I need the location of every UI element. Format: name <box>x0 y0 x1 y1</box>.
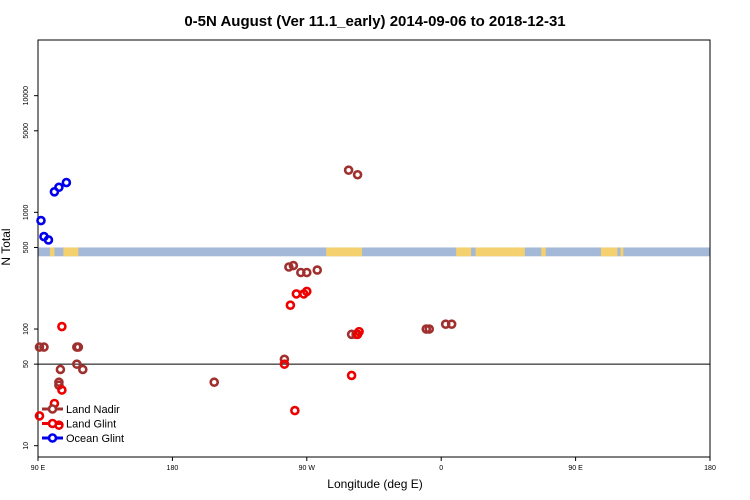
land-segment <box>49 247 55 257</box>
y-tick-label: 1000 <box>23 204 30 220</box>
data-point <box>72 342 82 352</box>
x-axis-label: Longitude (deg E) <box>327 477 422 491</box>
data-point <box>54 182 64 193</box>
data-point <box>34 411 45 421</box>
ocean-band <box>38 247 710 257</box>
y-tick-label: 5000 <box>23 123 30 139</box>
data-point <box>78 364 88 375</box>
data-point <box>343 165 354 175</box>
land-segment <box>475 247 525 257</box>
land-segment <box>541 247 546 257</box>
legend: Land Nadir Land Glint Ocean Glint <box>42 404 124 445</box>
data-point <box>57 385 67 395</box>
x-tick-label: 180 <box>167 465 179 472</box>
data-point <box>209 377 220 388</box>
data-point <box>54 377 64 388</box>
land-segment <box>620 247 624 257</box>
legend-label: Land Glint <box>66 419 116 431</box>
land-segment <box>600 247 618 257</box>
y-tick-label: 10 <box>23 442 30 450</box>
legend-marker <box>47 433 58 443</box>
data-point <box>279 354 290 365</box>
x-axis: 90 E 180 90 W 0 90 E 180 <box>31 457 716 472</box>
legend-marker <box>47 404 58 414</box>
x-tick-label: 90 W <box>299 465 316 472</box>
series-land-nadir <box>34 165 457 390</box>
data-point <box>285 300 296 311</box>
x-tick-label: 180 <box>704 465 716 472</box>
series-ocean-glint <box>36 177 72 245</box>
data-point <box>288 260 299 271</box>
data-point <box>346 370 357 381</box>
data-point <box>55 364 66 375</box>
plot-border <box>37 39 711 458</box>
data-point <box>279 359 290 369</box>
y-tick-label: 10000 <box>23 86 30 106</box>
data-point <box>354 326 364 337</box>
data-point <box>39 342 49 352</box>
data-point <box>290 405 300 416</box>
data-point <box>424 324 435 334</box>
data-point <box>72 359 82 369</box>
legend-label: Land Nadir <box>66 404 120 416</box>
y-tick-label: 100 <box>23 323 30 335</box>
y-axis: 10 50 100 500 1000 5000 10000 <box>23 86 38 450</box>
y-tick-label: 50 <box>23 360 30 368</box>
data-point <box>446 319 457 329</box>
x-tick-label: 0 <box>439 465 443 472</box>
map-band <box>38 247 710 257</box>
data-point <box>284 262 294 272</box>
legend-marker <box>47 418 58 429</box>
x-tick-label: 90 E <box>568 465 583 472</box>
legend-label: Ocean Glint <box>66 433 124 445</box>
chart-title: 0-5N August (Ver 11.1_early) 2014-09-06 … <box>184 13 565 30</box>
land-segment <box>326 247 363 257</box>
data-point <box>312 265 323 275</box>
x-tick-label: 90 E <box>31 465 46 472</box>
data-point <box>352 169 363 180</box>
y-tick-label: 500 <box>23 242 30 254</box>
plot-frame <box>37 39 711 458</box>
land-segment <box>63 247 79 257</box>
y-axis-label: N Total <box>0 228 13 265</box>
data-point <box>43 235 54 245</box>
data-points <box>34 165 457 430</box>
data-point <box>57 321 67 332</box>
data-point <box>61 177 72 188</box>
land-segment <box>456 247 472 257</box>
data-point <box>301 267 312 278</box>
data-point <box>301 286 312 297</box>
data-point <box>34 342 45 352</box>
data-point <box>36 215 46 226</box>
